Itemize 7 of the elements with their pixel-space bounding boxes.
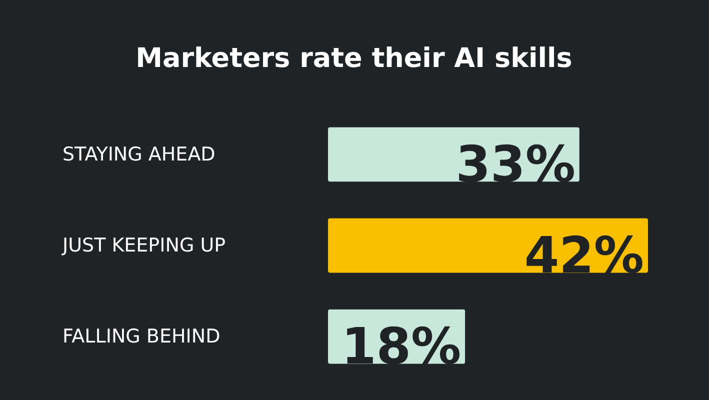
y-tick-label: STAYING AHEAD <box>62 143 216 166</box>
y-tick-label: JUST KEEPING UP <box>62 234 226 256</box>
data-label: 18% <box>341 318 462 376</box>
chart-title: Marketers rate their AI skills <box>136 43 572 74</box>
data-label: 33% <box>456 135 576 194</box>
y-tick-label: FALLING BEHIND <box>62 326 220 348</box>
data-label: 42% <box>524 226 644 284</box>
